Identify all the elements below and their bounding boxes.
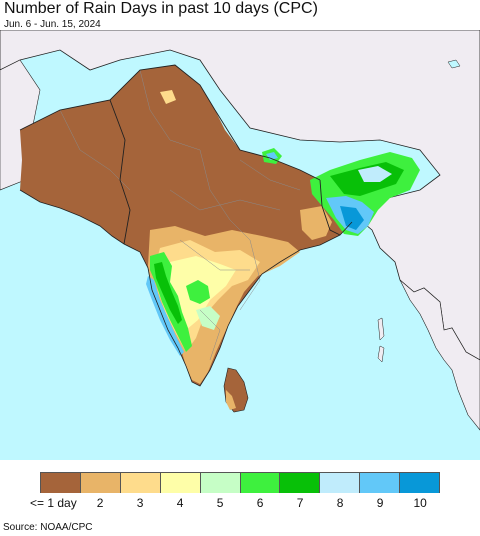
legend-swatch	[360, 473, 401, 493]
andaman-islands	[377, 317, 385, 363]
northeast-lightblue	[358, 166, 392, 182]
western-ghats-darkgreen	[154, 262, 182, 324]
color-legend-bar	[40, 472, 441, 493]
legend-swatch	[280, 473, 321, 493]
legend-label: 4	[176, 496, 184, 510]
legend-swatch	[320, 473, 361, 493]
coastline	[19, 189, 353, 387]
northeast-deepblue	[340, 206, 364, 230]
north-yellow-patch	[160, 90, 176, 104]
lake-marker	[447, 59, 461, 69]
legend-label: 3	[136, 496, 144, 510]
legend-label: 8	[336, 496, 344, 510]
legend-label: 9	[376, 496, 384, 510]
legend-label: 6	[256, 496, 264, 510]
legend-swatch	[160, 473, 201, 493]
state-borders	[59, 69, 301, 361]
legend-label: 10	[413, 496, 427, 510]
legend-swatch	[400, 473, 441, 493]
rain-days-map	[0, 30, 480, 460]
color-legend-labels: <= 1 day 2 3 4 5 6 7 8 9 10	[0, 496, 480, 510]
legend-label: 7	[296, 496, 304, 510]
map-date-range: Jun. 6 - Jun. 15, 2024	[4, 19, 101, 30]
western-coast-blue	[146, 276, 184, 356]
legend-label: 2	[96, 496, 104, 510]
country-borders	[19, 64, 341, 245]
legend-swatch	[80, 473, 121, 493]
sri-lanka-wet	[226, 390, 236, 410]
central-green-patch	[186, 280, 210, 304]
sri-lanka	[223, 367, 249, 413]
bengal-coast-tan	[300, 206, 332, 240]
southeast-asia-land	[399, 279, 480, 431]
legend-label: 5	[216, 496, 224, 510]
legend-swatch	[200, 473, 241, 493]
legend-swatch	[40, 473, 81, 493]
map-title: Number of Rain Days in past 10 days (CPC…	[4, 0, 318, 17]
source-note: Source: NOAA/CPC	[3, 522, 93, 533]
legend-swatch	[240, 473, 281, 493]
map-canvas	[0, 30, 480, 431]
legend-swatch	[120, 473, 161, 493]
legend-label: <= 1 day	[30, 496, 77, 510]
south-asia-dry-region	[20, 65, 352, 386]
